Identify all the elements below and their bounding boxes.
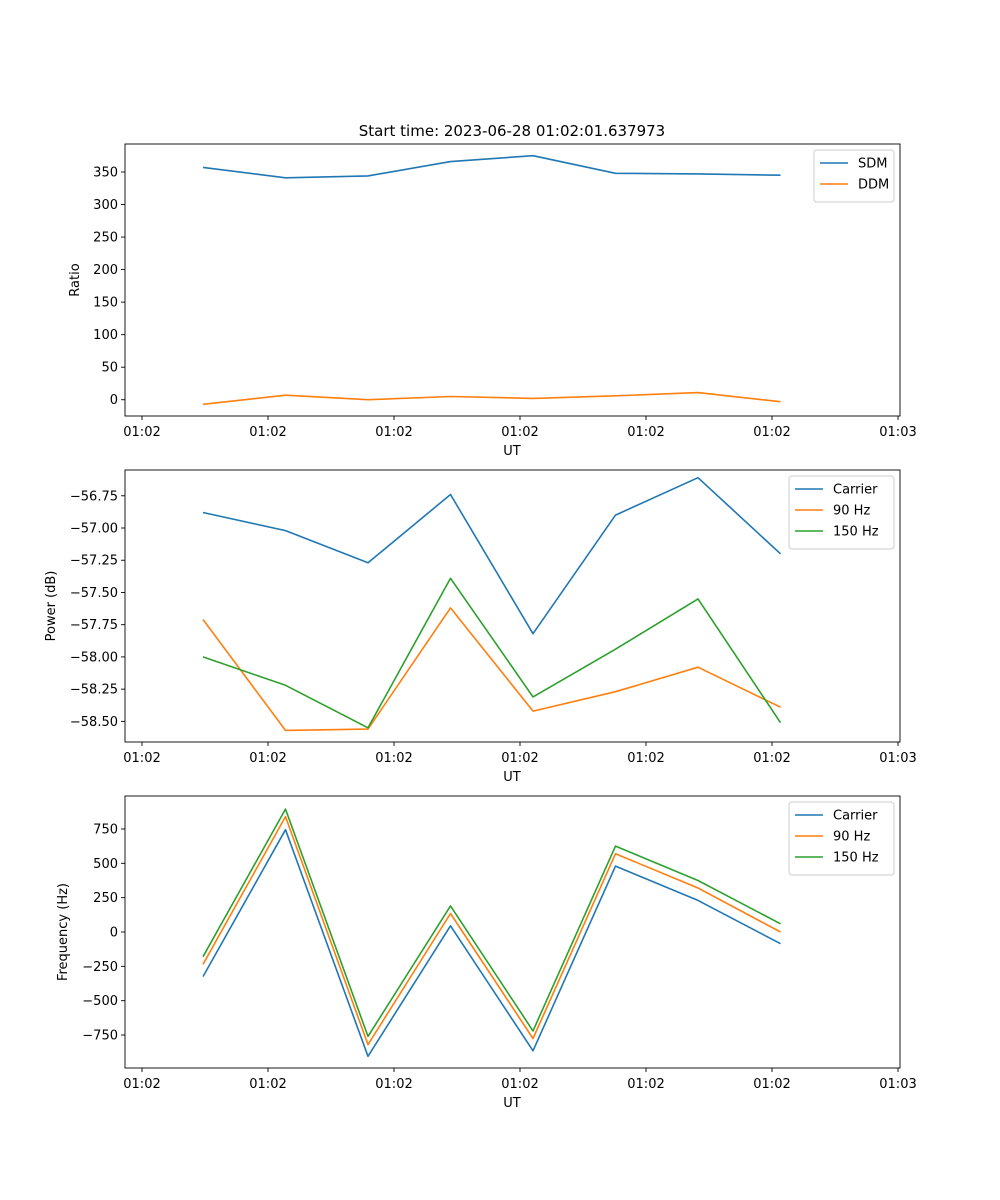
legend-label: 90 Hz <box>833 504 870 519</box>
legend-label: 150 Hz <box>833 525 879 540</box>
x-axis-label: UT <box>503 770 521 785</box>
x-tick-label: 01:02 <box>249 751 286 766</box>
series-line-90-hz <box>202 815 781 1046</box>
y-tick-label: 750 <box>93 822 118 837</box>
axes-frame <box>124 143 901 417</box>
y-tick-label: −250 <box>82 960 118 975</box>
y-tick-label: 250 <box>93 231 118 246</box>
x-tick-label: 01:03 <box>879 425 916 440</box>
x-tick-label: 01:02 <box>123 1077 160 1092</box>
series-line-carrier <box>202 476 782 635</box>
series-line-carrier <box>202 828 781 1058</box>
x-tick-label: 01:02 <box>627 425 664 440</box>
y-tick-label: 0 <box>110 393 118 408</box>
series-line-sdm <box>202 154 781 179</box>
y-tick-label: 500 <box>93 857 118 872</box>
x-tick-label: 01:02 <box>375 751 412 766</box>
x-tick-label: 01:02 <box>627 1077 664 1092</box>
y-tick-label: 100 <box>93 328 118 343</box>
legend-label: Carrier <box>833 809 878 824</box>
x-tick-label: 01:02 <box>753 1077 790 1092</box>
x-tick-label: 01:02 <box>627 751 664 766</box>
y-tick-label: −57.00 <box>70 522 118 537</box>
axes-frame <box>124 469 901 743</box>
x-tick-label: 01:02 <box>753 425 790 440</box>
y-tick-label: −57.75 <box>70 618 118 633</box>
x-tick-label: 01:02 <box>501 1077 538 1092</box>
y-tick-label: −57.25 <box>70 554 118 569</box>
series-line-150-hz <box>202 577 782 729</box>
series-line-90-hz <box>202 607 781 732</box>
y-tick-label: −58.50 <box>70 715 118 730</box>
legend-label: 90 Hz <box>833 830 870 845</box>
x-tick-label: 01:02 <box>375 425 412 440</box>
y-tick-label: 150 <box>93 296 118 311</box>
y-tick-label: 250 <box>93 891 118 906</box>
x-tick-label: 01:02 <box>501 425 538 440</box>
x-tick-label: 01:03 <box>879 1077 916 1092</box>
legend-label: 150 Hz <box>833 851 879 866</box>
x-tick-label: 01:03 <box>879 751 916 766</box>
legend-label: SDM <box>858 157 887 172</box>
y-axis-label: Frequency (Hz) <box>56 883 71 981</box>
y-tick-label: 0 <box>110 926 118 941</box>
chart-title: Start time: 2023-06-28 01:02:01.637973 <box>359 122 665 140</box>
x-tick-label: 01:02 <box>249 1077 286 1092</box>
y-tick-label: 200 <box>93 263 118 278</box>
y-tick-label: 350 <box>93 165 118 180</box>
y-tick-label: 300 <box>93 198 118 213</box>
legend: Carrier 90 Hz 150 Hz <box>788 801 895 876</box>
legend-label: Carrier <box>833 483 878 498</box>
subplot-1: 0 50 100 150 200 250 300 350 01:02 01:02 01:02 01:0… <box>68 143 917 459</box>
x-axis-label: UT <box>503 1096 521 1111</box>
y-axis-label: Power (dB) <box>44 571 59 642</box>
y-tick-label: −56.75 <box>70 489 118 504</box>
subplot-2: −58.50 −58.25 −58.00 −57.75 −57.50 −57.25 −57.… <box>44 469 917 785</box>
x-tick-label: 01:02 <box>249 425 286 440</box>
x-tick-label: 01:02 <box>123 425 160 440</box>
series-line-ddm <box>202 391 781 406</box>
subplot-3: −750 −500 −250 0 250 500 750 01:02 01:02 01:02 01:… <box>56 795 917 1111</box>
legend: Carrier 90 Hz 150 Hz <box>788 475 895 550</box>
y-tick-label: −500 <box>82 994 118 1009</box>
y-tick-label: −57.50 <box>70 586 118 601</box>
x-tick-label: 01:02 <box>501 751 538 766</box>
y-tick-label: −58.00 <box>70 650 118 665</box>
x-axis-label: UT <box>503 444 521 459</box>
legend-label: DDM <box>858 178 889 193</box>
series-line-150-hz <box>202 808 781 1038</box>
legend: SDM DDM <box>813 149 895 203</box>
x-tick-label: 01:02 <box>753 751 790 766</box>
y-tick-label: 50 <box>101 361 118 376</box>
y-tick-label: −750 <box>82 1029 118 1044</box>
x-tick-label: 01:02 <box>375 1077 412 1092</box>
y-axis-label: Ratio <box>68 263 83 296</box>
x-tick-label: 01:02 <box>123 751 160 766</box>
y-tick-label: −58.25 <box>70 683 118 698</box>
